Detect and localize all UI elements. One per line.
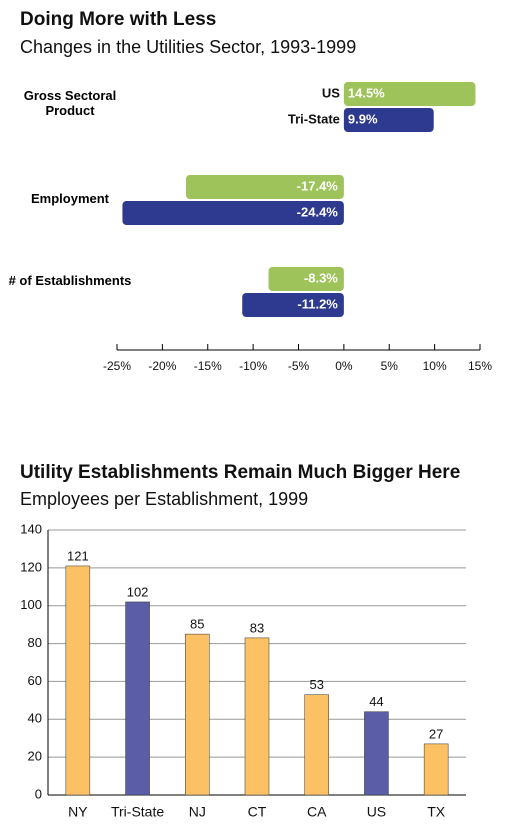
category-label: # of Establishments xyxy=(8,273,132,288)
bar xyxy=(242,293,344,317)
y-tick-label: 40 xyxy=(28,711,42,726)
value-label: 9.9% xyxy=(348,111,378,126)
x-tick-label: -15% xyxy=(194,359,222,373)
legend-label: US xyxy=(322,85,340,100)
x-tick-label: 5% xyxy=(381,359,399,373)
x-tick-label: -10% xyxy=(239,359,267,373)
x-tick-label: CA xyxy=(307,804,327,820)
x-tick-label: Tri-State xyxy=(111,804,164,820)
value-label: -11.2% xyxy=(297,296,338,311)
value-label: 14.5% xyxy=(348,85,385,100)
chart-title: Doing More with Less xyxy=(20,9,216,30)
value-label: -17.4% xyxy=(297,178,339,193)
value-label: 44 xyxy=(369,694,383,709)
bar xyxy=(122,201,344,225)
bar xyxy=(304,694,329,796)
bar xyxy=(343,108,434,132)
bar xyxy=(423,743,449,796)
value-label: -24.4% xyxy=(297,204,339,219)
x-tick-label: NJ xyxy=(189,804,206,820)
chart-subtitle: Changes in the Utilities Sector, 1993-19… xyxy=(20,37,356,57)
category-label: Employment xyxy=(30,191,109,206)
y-tick-label: 80 xyxy=(28,635,42,650)
bar xyxy=(268,267,344,291)
y-tick-label: 0 xyxy=(35,786,42,801)
value-label: 102 xyxy=(127,584,149,599)
bar xyxy=(125,601,150,796)
x-tick-label: -20% xyxy=(148,359,176,373)
y-tick-label: 120 xyxy=(20,559,42,574)
y-tick-label: 60 xyxy=(28,673,42,688)
bar xyxy=(65,565,91,796)
x-tick-label: TX xyxy=(427,804,446,820)
value-label: -8.3% xyxy=(304,270,338,285)
x-tick-label: US xyxy=(367,804,386,820)
bar xyxy=(185,175,344,199)
chart-subtitle: Employees per Establishment, 1999 xyxy=(20,489,308,509)
legend-label: Tri-State xyxy=(288,111,340,126)
value-label: 121 xyxy=(67,548,89,563)
x-tick-label: 10% xyxy=(423,359,447,373)
chart-title: Utility Establishments Remain Much Bigge… xyxy=(20,462,460,483)
x-tick-label: -5% xyxy=(288,359,310,373)
y-tick-label: 140 xyxy=(20,521,42,536)
x-tick-label: 0% xyxy=(335,359,353,373)
x-tick-label: NY xyxy=(68,804,88,820)
bar xyxy=(343,82,476,106)
bar xyxy=(185,633,210,796)
value-label: 85 xyxy=(190,617,204,632)
x-tick-label: -25% xyxy=(103,359,131,373)
bar xyxy=(244,637,270,796)
x-tick-label: 15% xyxy=(468,359,492,373)
category-label: Gross Sectoral Product xyxy=(23,88,117,118)
x-tick-label: CT xyxy=(248,804,267,820)
y-tick-label: 100 xyxy=(20,597,42,612)
y-tick-label: 20 xyxy=(28,749,42,764)
value-label: 53 xyxy=(309,677,323,692)
value-label: 27 xyxy=(429,726,443,741)
value-label: 83 xyxy=(250,620,264,635)
bar xyxy=(364,711,389,796)
